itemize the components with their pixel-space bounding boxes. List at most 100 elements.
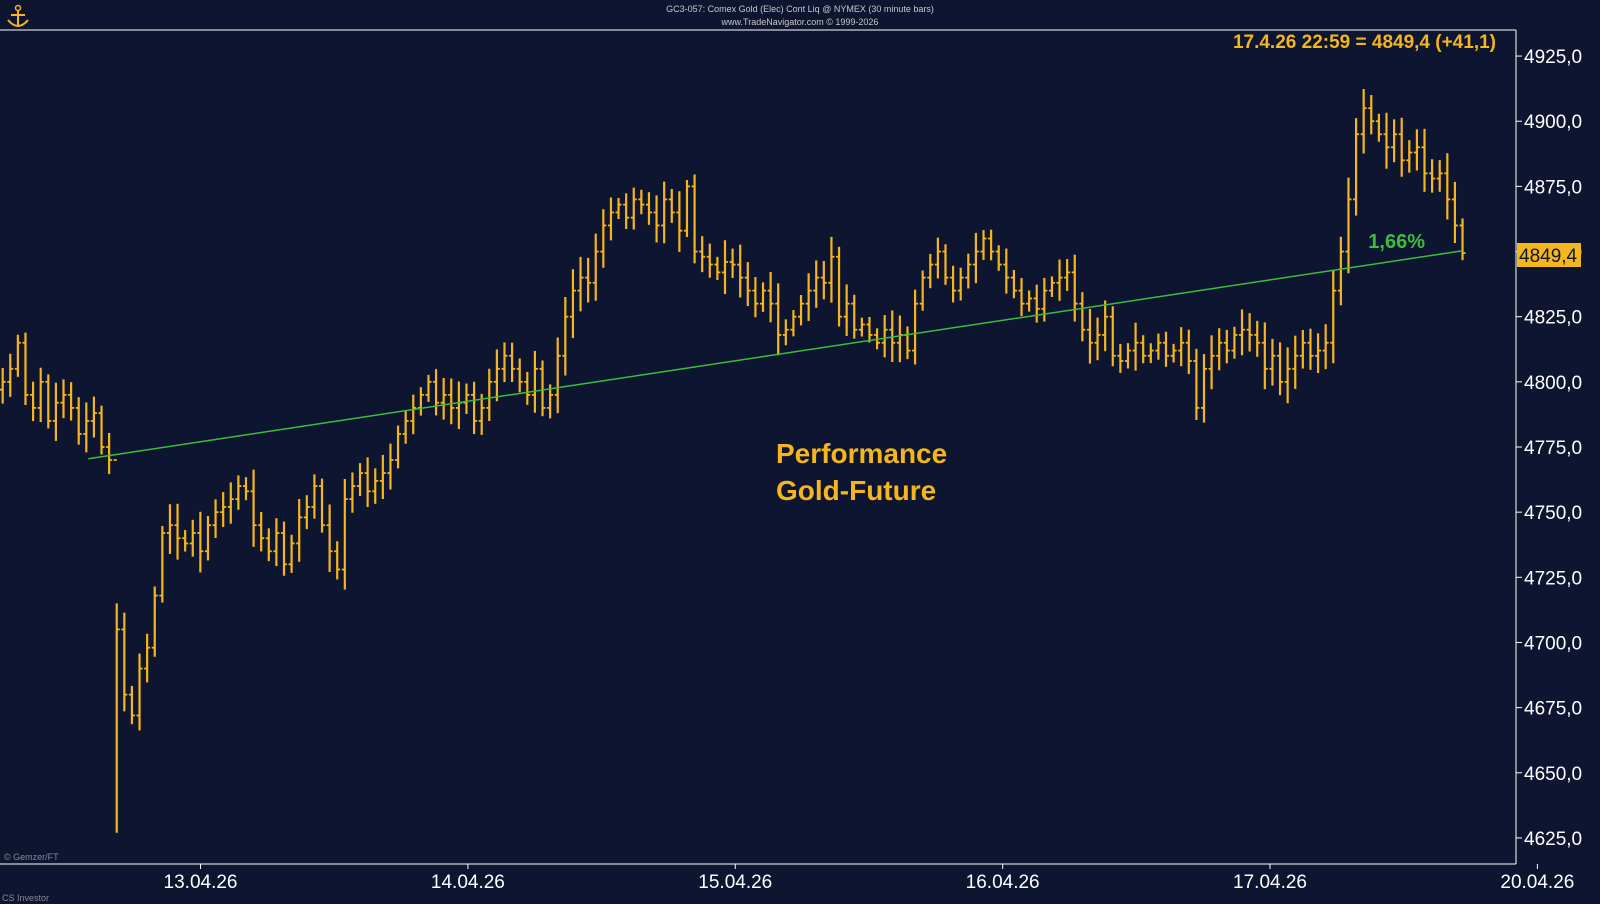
ohlc-bar [881,315,888,358]
ohlc-bar [440,377,447,420]
ohlc-bar [334,541,341,580]
ohlc-bar [1307,328,1314,370]
ohlc-bar [235,475,242,510]
ohlc-bar [706,243,713,278]
ohlc-bar [638,189,645,215]
ohlc-bar [1170,343,1177,363]
ohlc-bar [889,310,896,362]
ohlc-bar [1162,331,1169,367]
ohlc-bar [972,232,979,284]
ohlc-bar [60,379,67,419]
ohlc-bar [942,244,949,285]
ohlc-bar [790,310,797,337]
ohlc-bar [242,477,249,501]
ohlc-bar [1033,284,1040,323]
ohlc-bar [182,530,189,552]
ohlc-bar [737,244,744,298]
ohlc-bar [1086,308,1093,364]
ohlc-bar [1124,343,1131,369]
ohlc-bar [569,269,576,339]
ohlc-bar [379,454,386,500]
ohlc-bar [258,511,265,552]
x-tick-label: 13.04.26 [164,872,238,893]
ohlc-bar [227,482,234,524]
ohlc-bar [820,261,827,300]
ohlc-bar [1413,129,1420,171]
ohlc-bar [668,188,675,223]
trend-line-group [88,250,1463,460]
ohlc-bar [995,245,1002,271]
ohlc-bar [387,443,394,490]
ohlc-bar [303,495,310,530]
ohlc-bar [554,337,561,414]
ohlc-bar [1064,259,1071,291]
x-axis: 13.04.26 14.04.26 15.04.26 16.04.26 17.04.26… [164,864,1574,893]
x-tick-label: 16.04.26 [966,872,1040,893]
ohlc-bar [402,411,409,444]
ohlc-bar [136,653,143,731]
last-price-tag-box [1517,243,1581,267]
ohlc-bar [1003,248,1010,294]
ohlc-bar [798,294,805,326]
ohlc-bar [364,457,371,507]
ohlc-bar [250,469,257,547]
ohlc-bar [509,342,516,382]
x-tick-label: 17.04.26 [1233,872,1307,893]
ohlc-bar [45,374,52,429]
x-tick-label: 14.04.26 [431,872,505,893]
trend-line [88,250,1463,460]
ohlc-bar [562,297,569,376]
x-tick-label: 15.04.26 [698,872,772,893]
ohlc-bar [721,240,728,295]
ohlc-bar [767,271,774,323]
ohlc-bar [144,633,151,683]
ohlc-bar [1330,270,1337,364]
ohlc-bar [653,195,660,243]
ohlc-bar [828,236,835,303]
ohlc-bar [1056,259,1063,301]
ohlc-bar [661,181,668,244]
ohlc-bar [204,515,211,561]
ohlc-bar [273,518,280,567]
ohlc-bar [1345,177,1352,274]
ohlc-bar [615,197,622,220]
annotation-line1: Performance [776,438,947,469]
ohlc-bar [52,382,59,441]
ohlc-bar [463,383,470,415]
annotation-line2: Gold-Future [776,475,936,506]
ohlc-bar [752,277,759,318]
ohlc-bar [531,350,538,413]
ohlc-bar [410,394,417,435]
ohlc-bar [1140,335,1147,364]
ohlc-bar [1284,347,1291,404]
ohlc-bar [280,521,287,576]
footer-credit: CS Investor [2,893,49,903]
ohlc-bar [220,492,227,528]
ohlc-bar [265,528,272,562]
ohlc-bar [607,197,614,241]
ohlc-bar [7,353,14,397]
ohlc-bar [1216,328,1223,371]
ohlc-bar [1353,118,1360,216]
ohlc-bar [349,472,356,513]
ohlc-bar [1178,327,1185,367]
ohlc-bar [1398,117,1405,177]
ohlc-bar [592,233,599,301]
ohlc-bar [83,402,90,453]
ohlc-bar [288,534,295,573]
ohlc-bar [68,382,75,421]
y-tick-label: 4775,0 [1524,438,1582,459]
y-tick-label: 4900,0 [1524,112,1582,133]
ohlc-bar [113,459,120,833]
ohlc-bar [1102,300,1109,352]
ohlc-bar [919,270,926,311]
y-tick-label: 4875,0 [1524,177,1582,198]
ohlc-bar [866,316,873,343]
ohlc-bar [357,463,364,497]
ohlc-bar [319,478,326,533]
ohlc-bar [37,367,44,423]
ohlc-bar [395,425,402,469]
ohlc-bar [912,289,919,365]
